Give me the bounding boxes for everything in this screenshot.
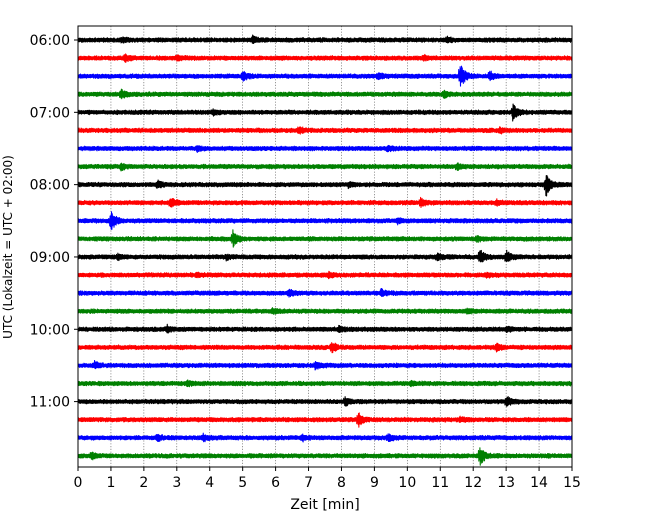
trace-0730 — [77, 144, 573, 153]
x-tick-label: 1 — [106, 475, 115, 491]
x-tick-label: 3 — [172, 475, 181, 491]
trace-0945 — [77, 307, 573, 315]
trace-1015 — [77, 342, 573, 354]
x-tick-label: 0 — [74, 475, 83, 491]
y-tick-label: 06:00 — [30, 33, 70, 49]
y-axis-ticks: 06:00 07:00 08:00 09:00 10:00 11:00 — [30, 33, 78, 411]
trace-1145 — [77, 447, 573, 466]
trace-1115 — [77, 412, 573, 428]
x-tick-label: 15 — [563, 475, 581, 491]
trace-1000 — [77, 323, 573, 334]
trace-0830 — [77, 211, 573, 230]
trace-0700 — [77, 103, 573, 122]
trace-1045 — [77, 379, 573, 388]
x-tick-label: 5 — [238, 475, 247, 491]
x-tick-label: 14 — [530, 475, 548, 491]
trace-0745 — [77, 162, 573, 172]
x-tick-label: 8 — [337, 475, 346, 491]
trace-0845 — [77, 229, 573, 248]
x-axis-label: Zeit [min] — [290, 497, 359, 513]
x-tick-label: 6 — [271, 475, 280, 491]
gridlines — [110, 26, 540, 467]
trace-0615 — [77, 53, 573, 63]
seismic-traces — [77, 34, 573, 466]
trace-0715 — [77, 126, 573, 135]
trace-0600 — [77, 34, 573, 44]
x-tick-label: 2 — [139, 475, 148, 491]
x-tick-label: 7 — [304, 475, 313, 491]
trace-0645 — [77, 88, 573, 100]
x-tick-label: 9 — [370, 475, 379, 491]
x-axis-ticks: 0 1 2 3 4 5 6 7 8 9 10 11 12 13 14 15 — [74, 467, 581, 491]
x-tick-label: 10 — [398, 475, 416, 491]
trace-1100 — [77, 395, 573, 407]
trace-1130 — [77, 432, 573, 443]
trace-0815 — [77, 196, 573, 208]
y-tick-label: 10:00 — [30, 322, 70, 338]
trace-0900 — [77, 249, 573, 263]
x-tick-label: 11 — [431, 475, 449, 491]
trace-1030 — [77, 360, 573, 371]
plot-area-frame — [77, 25, 573, 468]
x-tick-label: 4 — [205, 475, 214, 491]
trace-0930 — [77, 287, 573, 298]
y-tick-label: 07:00 — [30, 105, 70, 121]
y-axis-label: UTC (Lokalzeit = UTC + 02:00) — [1, 155, 15, 339]
x-tick-label: 13 — [497, 475, 515, 491]
y-tick-label: 09:00 — [30, 250, 70, 266]
y-tick-label: 11:00 — [30, 395, 70, 411]
y-tick-label: 08:00 — [30, 178, 70, 194]
x-tick-label: 12 — [464, 475, 482, 491]
trace-0915 — [77, 270, 573, 280]
trace-0800 — [77, 174, 573, 197]
trace-0630 — [77, 65, 573, 87]
